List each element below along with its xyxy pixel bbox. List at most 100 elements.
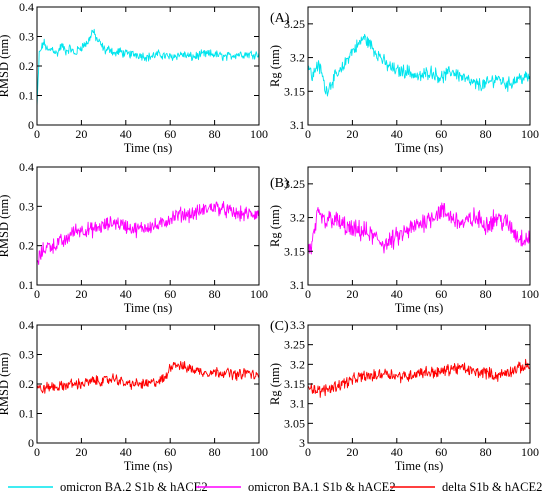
legend-label: delta S1b & hACE2 xyxy=(442,480,542,494)
x-axis-title: Time (ns) xyxy=(124,301,173,315)
x-axis-title: Time (ns) xyxy=(395,141,444,155)
y-tick-label: 3.05 xyxy=(284,416,305,430)
series-line-rg xyxy=(307,358,531,398)
y-tick-label: 0.3 xyxy=(19,30,34,44)
x-tick-label: 100 xyxy=(250,127,268,141)
x-tick-label: 40 xyxy=(120,127,132,141)
y-tick-label: 3.15 xyxy=(284,377,305,391)
series-line-rmsd xyxy=(36,360,260,394)
series-line-rmsd xyxy=(37,200,260,265)
y-axis-title: Rg (nm) xyxy=(268,45,282,87)
y-tick-label: 3.15 xyxy=(284,84,305,98)
y-axis-title: RMSD (nm) xyxy=(0,35,11,98)
x-tick-label: 20 xyxy=(75,445,87,459)
y-tick-label: 0.2 xyxy=(19,377,34,391)
x-tick-label: 80 xyxy=(480,287,492,301)
legend: omicron BA.2 S1b & hACE2 omicron BA.1 S1b… xyxy=(8,480,542,494)
plot-frame xyxy=(307,166,531,286)
x-tick-label: 100 xyxy=(521,445,539,459)
y-tick-label: 3.25 xyxy=(284,177,305,191)
y-tick-label: 3.2 xyxy=(290,211,305,225)
x-tick-label: 40 xyxy=(391,287,403,301)
plot-frame xyxy=(36,6,260,126)
legend-label: omicron BA.2 S1b & hACE2 xyxy=(60,480,208,494)
x-tick-label: 40 xyxy=(120,287,132,301)
x-tick-label: 60 xyxy=(164,127,176,141)
chart-rg-row-1: 0 20 40 60 80 100 3.1 3.15 3.2 3.25 Time (ns) Rg (n… xyxy=(268,6,539,155)
x-tick-label: 60 xyxy=(164,287,176,301)
y-tick-label: 3.15 xyxy=(284,244,305,258)
x-tick-label: 80 xyxy=(209,287,221,301)
x-tick-label: 80 xyxy=(480,445,492,459)
y-tick-label: 3.25 xyxy=(284,338,305,352)
y-axis-title: RMSD (nm) xyxy=(0,353,11,416)
y-tick-label: 3.1 xyxy=(290,118,305,132)
x-tick-label: 20 xyxy=(75,127,87,141)
x-tick-label: 100 xyxy=(250,287,268,301)
x-tick-label: 20 xyxy=(346,287,358,301)
x-tick-label: 60 xyxy=(164,445,176,459)
x-tick-label: 80 xyxy=(209,445,221,459)
x-tick-label: 80 xyxy=(480,127,492,141)
chart-rmsd-row-2: 0 20 40 60 80 100 0.1 0.2 0.3 0.4 Time (ns) RMSD (n… xyxy=(0,160,268,315)
panel-label-c: (C) xyxy=(270,319,289,334)
legend-item-3: delta S1b & hACE2 xyxy=(390,480,542,494)
y-axis-title: Rg (nm) xyxy=(268,363,282,405)
legend-label: omicron BA.1 S1b & hACE2 xyxy=(248,480,396,494)
legend-item-2: omicron BA.1 S1b & hACE2 xyxy=(196,480,396,494)
chart-rmsd-row-3: 0 20 40 60 80 100 0 0.1 0.2 0.3 0.4 Time (ns) RMSD (… xyxy=(0,318,268,473)
x-axis-title: Time (ns) xyxy=(124,459,173,473)
x-tick-label: 0 xyxy=(305,287,311,301)
x-tick-label: 60 xyxy=(435,127,447,141)
y-tick-label: 0.4 xyxy=(19,160,34,174)
x-tick-label: 20 xyxy=(75,287,87,301)
y-tick-label: 0 xyxy=(28,436,34,450)
series-line-rg xyxy=(307,33,531,97)
y-tick-label: 0.1 xyxy=(19,407,34,421)
y-tick-label: 0 xyxy=(28,118,34,132)
y-tick-label: 0.3 xyxy=(19,199,34,213)
x-axis-title: Time (ns) xyxy=(395,301,444,315)
x-tick-label: 60 xyxy=(435,445,447,459)
x-tick-label: 0 xyxy=(34,127,40,141)
y-tick-label: 3.25 xyxy=(284,17,305,31)
y-tick-label: 3.1 xyxy=(290,278,305,292)
y-tick-label: 0.2 xyxy=(19,239,34,253)
panel-label-b: (B) xyxy=(270,176,289,191)
x-tick-label: 60 xyxy=(435,287,447,301)
x-tick-label: 40 xyxy=(391,127,403,141)
x-tick-label: 0 xyxy=(305,445,311,459)
y-tick-label: 3.2 xyxy=(290,357,305,371)
legend-item-1: omicron BA.2 S1b & hACE2 xyxy=(8,480,208,494)
y-tick-label: 0.4 xyxy=(19,0,34,14)
y-tick-label: 0.4 xyxy=(19,318,34,332)
y-tick-label: 0.3 xyxy=(19,348,34,362)
x-tick-label: 0 xyxy=(34,445,40,459)
x-tick-label: 0 xyxy=(305,127,311,141)
plot-frame xyxy=(307,6,531,126)
chart-rg-row-2: 0 20 40 60 80 100 3.1 3.15 3.2 3.25 Time (ns) Rg (n… xyxy=(268,166,539,315)
y-tick-label: 3.3 xyxy=(290,318,305,332)
y-tick-label: 0.2 xyxy=(19,59,34,73)
chart-rmsd-row-1: 0 20 40 60 80 100 0 0.1 0.2 0.3 0.4 Time (ns) RMSD (… xyxy=(0,0,268,155)
plot-frame xyxy=(36,166,260,286)
y-tick-label: 0.1 xyxy=(19,89,34,103)
x-axis-title: Time (ns) xyxy=(395,459,444,473)
x-tick-label: 0 xyxy=(34,287,40,301)
y-tick-label: 3.2 xyxy=(290,51,305,65)
x-axis-title: Time (ns) xyxy=(124,141,173,155)
y-tick-label: 3.1 xyxy=(290,397,305,411)
x-tick-label: 20 xyxy=(346,445,358,459)
y-tick-label: 0.1 xyxy=(19,278,34,292)
panel-label-a: (A) xyxy=(270,11,290,26)
x-tick-label: 100 xyxy=(521,287,539,301)
x-tick-label: 100 xyxy=(250,445,268,459)
x-tick-label: 20 xyxy=(346,127,358,141)
y-axis-title: Rg (nm) xyxy=(268,205,282,247)
chart-rg-row-3: 0 20 40 60 80 100 3 3.05 3.1 3.15 3.2 3.25 3.3 Time (… xyxy=(268,318,539,473)
series-line-rmsd xyxy=(36,28,260,107)
x-tick-label: 40 xyxy=(120,445,132,459)
x-tick-label: 80 xyxy=(209,127,221,141)
